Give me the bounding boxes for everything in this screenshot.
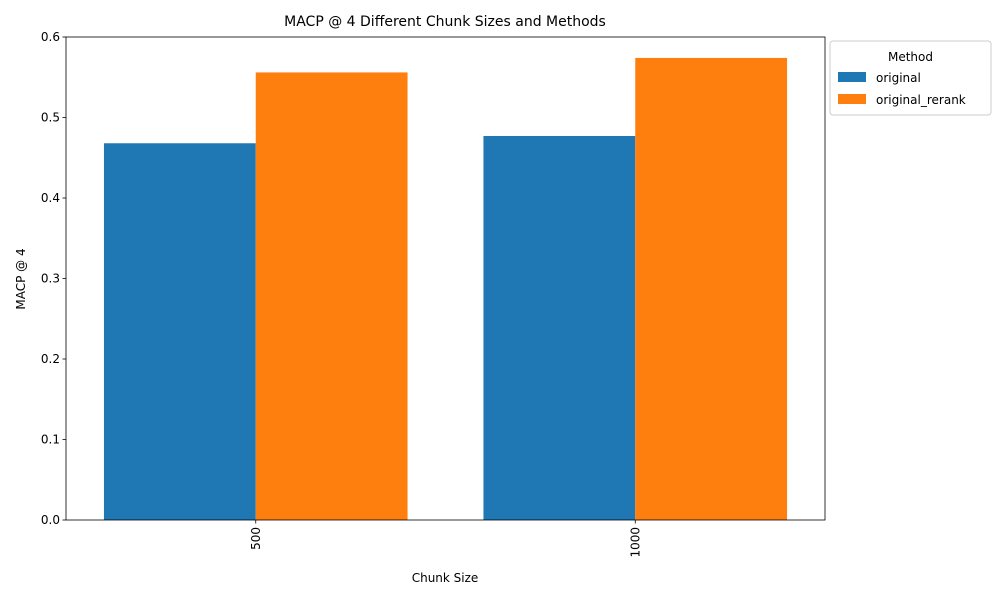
x-tick-label: 500 — [249, 527, 263, 550]
legend-swatch-original — [838, 72, 866, 82]
legend-box — [829, 40, 992, 116]
legend-swatch-original_rerank — [838, 94, 866, 104]
y-tick-label: 0.6 — [41, 30, 60, 44]
y-tick-label: 0.2 — [41, 352, 60, 366]
y-axis-label: MACP @ 4 — [14, 248, 28, 309]
y-tick-label: 0.3 — [41, 272, 60, 286]
x-axis-label: Chunk Size — [412, 571, 479, 585]
legend-title: Method — [888, 50, 933, 64]
bar-original_rerank-1000 — [635, 57, 788, 521]
x-tick-label: 1000 — [628, 527, 642, 558]
chart-title: MACP @ 4 Different Chunk Sizes and Metho… — [284, 14, 606, 30]
y-tick-label: 0.5 — [41, 111, 60, 125]
plot-area: 0.0 0.1 0.2 0.3 0.4 0.5 0.6 500 1000 — [41, 30, 826, 558]
legend-label-original_rerank: original_rerank — [876, 93, 966, 107]
y-tick-label: 0.4 — [41, 191, 60, 205]
y-tick-label: 0.1 — [41, 433, 60, 447]
legend: Method original original_rerank — [829, 40, 992, 116]
y-tick-label: 0.0 — [41, 513, 60, 527]
legend-label-original: original — [876, 71, 921, 85]
bar-original_rerank-500 — [255, 72, 408, 521]
bar-original-1000 — [483, 136, 636, 520]
bar-original-500 — [103, 143, 256, 520]
